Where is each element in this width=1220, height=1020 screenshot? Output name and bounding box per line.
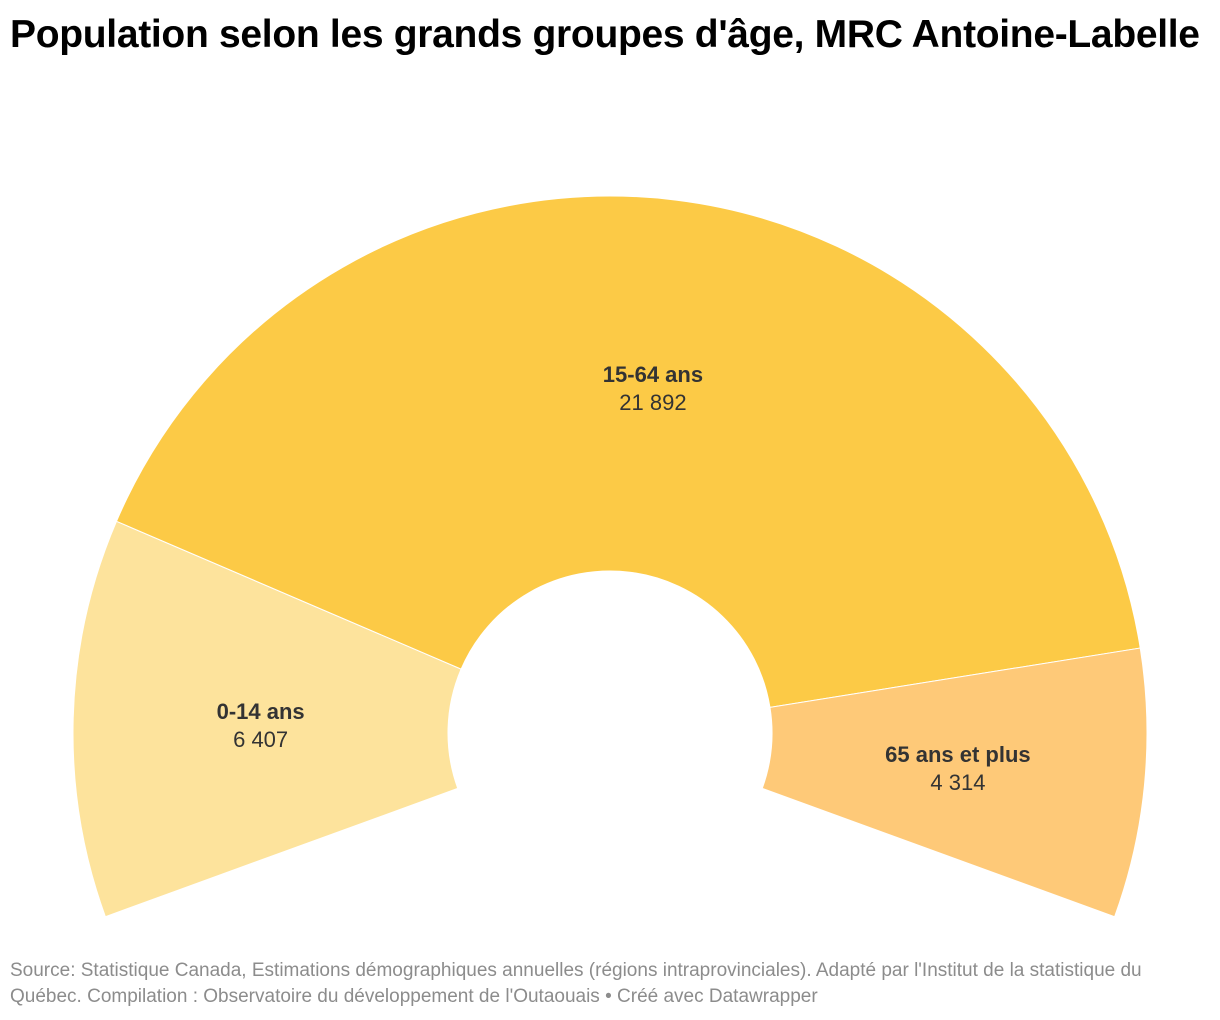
slice-65-plus — [761, 647, 1148, 918]
slice-0-14-value: 6 407 — [233, 727, 288, 752]
slice-0-14-label: 0-14 ans — [217, 699, 305, 724]
chart-slices — [72, 195, 1148, 918]
slice-15-64 — [115, 195, 1141, 708]
slice-0-14 — [72, 520, 462, 918]
chart-labels: 0-14 ans 6 407 15-64 ans 21 892 65 ans et pl… — [217, 362, 1031, 795]
slice-15-64-value: 21 892 — [619, 390, 686, 415]
slice-15-64-label: 15-64 ans — [603, 362, 703, 387]
slice-65-plus-label: 65 ans et plus — [885, 742, 1031, 767]
chart-source-note: Source: Statistique Canada, Estimations … — [10, 960, 1142, 1007]
slice-65-plus-value: 4 314 — [930, 770, 985, 795]
chart-title: Population selon les grands groupes d'âg… — [10, 13, 1200, 56]
